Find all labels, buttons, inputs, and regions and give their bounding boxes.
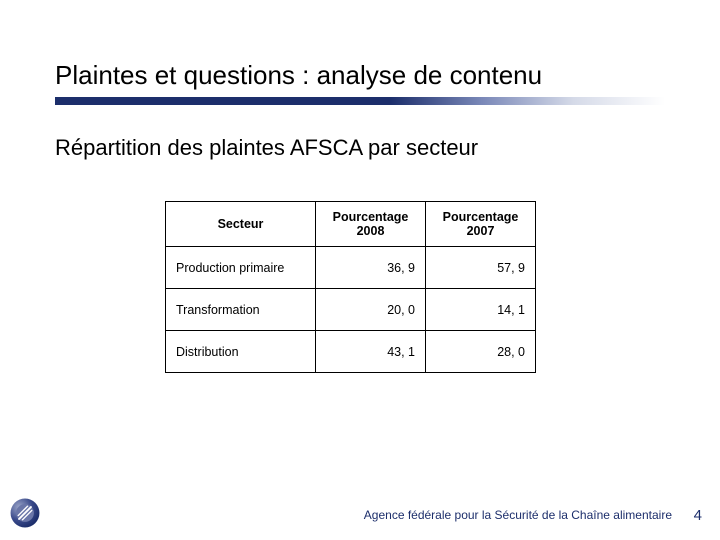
- cell-sector: Production primaire: [166, 247, 316, 289]
- sector-percentage-table: Secteur Pourcentage 2008 Pourcentage 200…: [165, 201, 536, 373]
- slide-title: Plaintes et questions : analyse de conte…: [55, 60, 665, 91]
- cell-p2008: 20, 0: [316, 289, 426, 331]
- cell-p2007: 14, 1: [426, 289, 536, 331]
- table-row: Production primaire 36, 9 57, 9: [166, 247, 536, 289]
- col-header-p2008: Pourcentage 2008: [316, 202, 426, 247]
- page-number: 4: [694, 507, 702, 524]
- table-row: Distribution 43, 1 28, 0: [166, 331, 536, 373]
- slide-subtitle: Répartition des plaintes AFSCA par secte…: [55, 135, 665, 161]
- table-row: Transformation 20, 0 14, 1: [166, 289, 536, 331]
- agency-logo-icon: [8, 496, 42, 530]
- cell-p2007: 57, 9: [426, 247, 536, 289]
- col-header-p2007: Pourcentage 2007: [426, 202, 536, 247]
- col-header-secteur: Secteur: [166, 202, 316, 247]
- title-underline-rule: [55, 97, 665, 105]
- cell-sector: Distribution: [166, 331, 316, 373]
- cell-p2008: 36, 9: [316, 247, 426, 289]
- cell-sector: Transformation: [166, 289, 316, 331]
- table-header-row: Secteur Pourcentage 2008 Pourcentage 200…: [166, 202, 536, 247]
- cell-p2007: 28, 0: [426, 331, 536, 373]
- footer-agency-text: Agence fédérale pour la Sécurité de la C…: [364, 508, 672, 522]
- cell-p2008: 43, 1: [316, 331, 426, 373]
- slide-container: Plaintes et questions : analyse de conte…: [0, 0, 720, 540]
